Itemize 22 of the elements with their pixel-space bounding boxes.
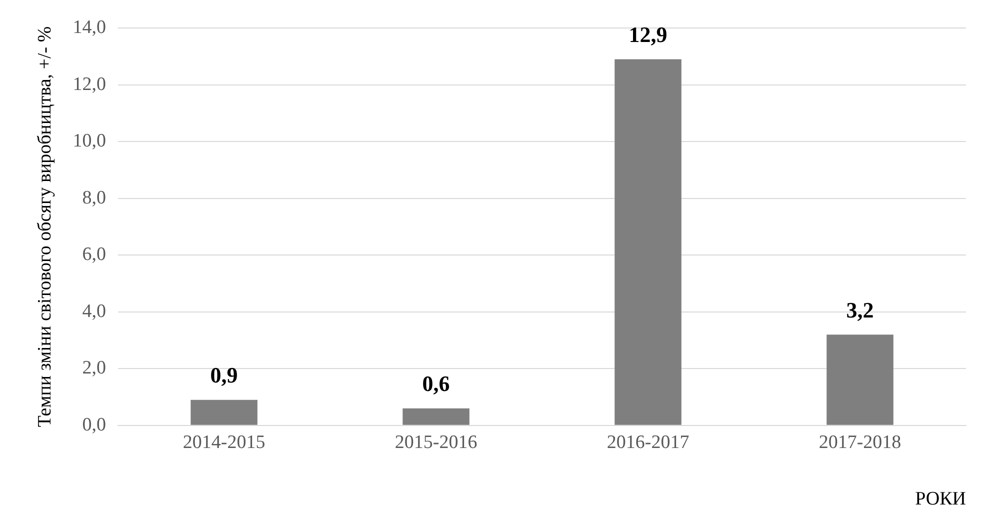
x-tick-label: 2014-2015 xyxy=(182,432,266,453)
data-label: 3,2 xyxy=(846,297,874,322)
y-tick-label: 8,0 xyxy=(82,187,106,208)
y-tick-label: 0,0 xyxy=(82,414,106,436)
y-tick-label: 4,0 xyxy=(82,300,106,322)
data-label: 0,9 xyxy=(210,362,238,388)
x-tick-label: 2017-2018 xyxy=(818,432,902,453)
y-tick-label: 12,0 xyxy=(72,74,106,95)
bar xyxy=(826,334,894,425)
data-label: 12,9 xyxy=(628,22,668,47)
data-label: 0,6 xyxy=(422,371,450,396)
y-tick-label: 6,0 xyxy=(82,244,106,266)
x-tick-label: 2015-2016 xyxy=(394,432,478,453)
x-tick-label: 2016-2017 xyxy=(606,432,690,453)
bar xyxy=(402,408,470,425)
x-axis-title: РОКИ xyxy=(915,488,966,510)
y-tick-label: 2,0 xyxy=(82,358,106,379)
bar xyxy=(614,59,682,425)
y-axis-title: Темпи зміни світового обсягу виробництва, +/- % xyxy=(34,26,56,428)
y-tick-label: 14,0 xyxy=(72,16,106,38)
y-tick-label: 10,0 xyxy=(72,130,106,152)
bar xyxy=(190,400,258,425)
